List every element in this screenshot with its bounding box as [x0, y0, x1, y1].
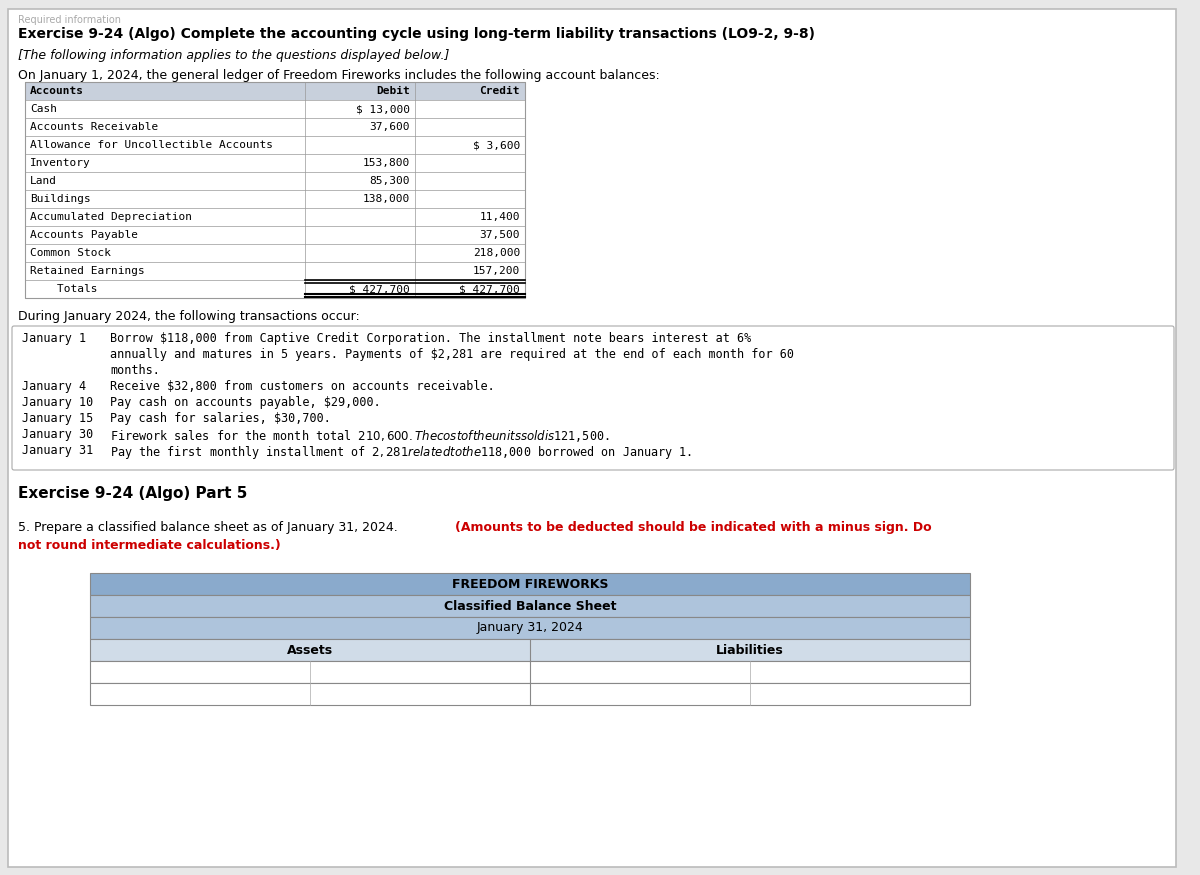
Text: $ 427,700: $ 427,700 [460, 284, 520, 294]
FancyBboxPatch shape [25, 262, 526, 280]
FancyBboxPatch shape [25, 136, 526, 154]
Text: $ 3,600: $ 3,600 [473, 140, 520, 150]
Text: Land: Land [30, 176, 58, 186]
Text: Exercise 9-24 (Algo) Part 5: Exercise 9-24 (Algo) Part 5 [18, 486, 247, 501]
Text: Classified Balance Sheet: Classified Balance Sheet [444, 599, 617, 612]
Text: On January 1, 2024, the general ledger of Freedom Fireworks includes the followi: On January 1, 2024, the general ledger o… [18, 69, 660, 82]
Text: 37,500: 37,500 [480, 230, 520, 240]
Text: 37,600: 37,600 [370, 122, 410, 132]
Text: 85,300: 85,300 [370, 176, 410, 186]
Text: Required information: Required information [18, 15, 121, 25]
Text: Cash: Cash [30, 104, 58, 114]
Text: Allowance for Uncollectible Accounts: Allowance for Uncollectible Accounts [30, 140, 274, 150]
Text: Exercise 9-24 (Algo) Complete the accounting cycle using long-term liability tra: Exercise 9-24 (Algo) Complete the accoun… [18, 27, 815, 41]
Text: not round intermediate calculations.): not round intermediate calculations.) [18, 539, 281, 552]
Text: Liabilities: Liabilities [716, 643, 784, 656]
Text: 157,200: 157,200 [473, 266, 520, 276]
Text: January 15: January 15 [22, 412, 94, 425]
Text: Assets: Assets [287, 643, 334, 656]
FancyBboxPatch shape [25, 100, 526, 118]
FancyBboxPatch shape [90, 573, 970, 595]
Text: Accounts: Accounts [30, 86, 84, 96]
Text: January 4: January 4 [22, 380, 94, 393]
Text: Accounts Receivable: Accounts Receivable [30, 122, 158, 132]
Text: January 1: January 1 [22, 332, 94, 345]
FancyBboxPatch shape [25, 172, 526, 190]
Text: [The following information applies to the questions displayed below.]: [The following information applies to th… [18, 49, 449, 62]
Text: January 31, 2024: January 31, 2024 [476, 621, 583, 634]
Text: 5. Prepare a classified balance sheet as of January 31, 2024.: 5. Prepare a classified balance sheet as… [18, 521, 402, 534]
Text: Pay the first monthly installment of $2,281 related to the $118,000 borrowed on : Pay the first monthly installment of $2,… [110, 444, 692, 461]
FancyBboxPatch shape [25, 190, 526, 208]
Text: 138,000: 138,000 [362, 194, 410, 204]
Text: Buildings: Buildings [30, 194, 91, 204]
Text: Accounts Payable: Accounts Payable [30, 230, 138, 240]
FancyBboxPatch shape [25, 154, 526, 172]
FancyBboxPatch shape [90, 639, 970, 661]
Text: (Amounts to be deducted should be indicated with a minus sign. Do: (Amounts to be deducted should be indica… [455, 521, 931, 534]
Text: 11,400: 11,400 [480, 212, 520, 222]
Text: Firework sales for the month total $210,600. The cost of the units sold is $121,: Firework sales for the month total $210,… [110, 428, 610, 444]
Text: Common Stock: Common Stock [30, 248, 112, 258]
Text: 153,800: 153,800 [362, 158, 410, 168]
Text: 218,000: 218,000 [473, 248, 520, 258]
FancyBboxPatch shape [25, 118, 526, 136]
Text: Retained Earnings: Retained Earnings [30, 266, 145, 276]
FancyBboxPatch shape [25, 244, 526, 262]
Text: Borrow $118,000 from Captive Credit Corporation. The installment note bears inte: Borrow $118,000 from Captive Credit Corp… [110, 332, 751, 345]
Text: January 10: January 10 [22, 396, 94, 409]
FancyBboxPatch shape [90, 595, 970, 617]
FancyBboxPatch shape [25, 208, 526, 226]
Text: January 30: January 30 [22, 428, 94, 441]
Text: Credit: Credit [480, 86, 520, 96]
Text: months.: months. [110, 364, 160, 377]
FancyBboxPatch shape [90, 617, 970, 639]
Text: Debit: Debit [377, 86, 410, 96]
FancyBboxPatch shape [90, 661, 970, 683]
FancyBboxPatch shape [25, 280, 526, 298]
FancyBboxPatch shape [25, 82, 526, 100]
Text: $ 427,700: $ 427,700 [349, 284, 410, 294]
Text: Accumulated Depreciation: Accumulated Depreciation [30, 212, 192, 222]
Text: Inventory: Inventory [30, 158, 91, 168]
Text: Pay cash for salaries, $30,700.: Pay cash for salaries, $30,700. [110, 412, 331, 425]
Text: $ 13,000: $ 13,000 [356, 104, 410, 114]
Text: annually and matures in 5 years. Payments of $2,281 are required at the end of e: annually and matures in 5 years. Payment… [110, 348, 794, 361]
Text: January 31: January 31 [22, 444, 94, 457]
Text: Totals: Totals [30, 284, 97, 294]
FancyBboxPatch shape [12, 326, 1174, 470]
FancyBboxPatch shape [90, 683, 970, 705]
Text: Receive $32,800 from customers on accounts receivable.: Receive $32,800 from customers on accoun… [110, 380, 494, 393]
Text: During January 2024, the following transactions occur:: During January 2024, the following trans… [18, 310, 360, 323]
Text: Pay cash on accounts payable, $29,000.: Pay cash on accounts payable, $29,000. [110, 396, 380, 409]
FancyBboxPatch shape [8, 9, 1176, 867]
Text: FREEDOM FIREWORKS: FREEDOM FIREWORKS [451, 578, 608, 591]
FancyBboxPatch shape [25, 226, 526, 244]
